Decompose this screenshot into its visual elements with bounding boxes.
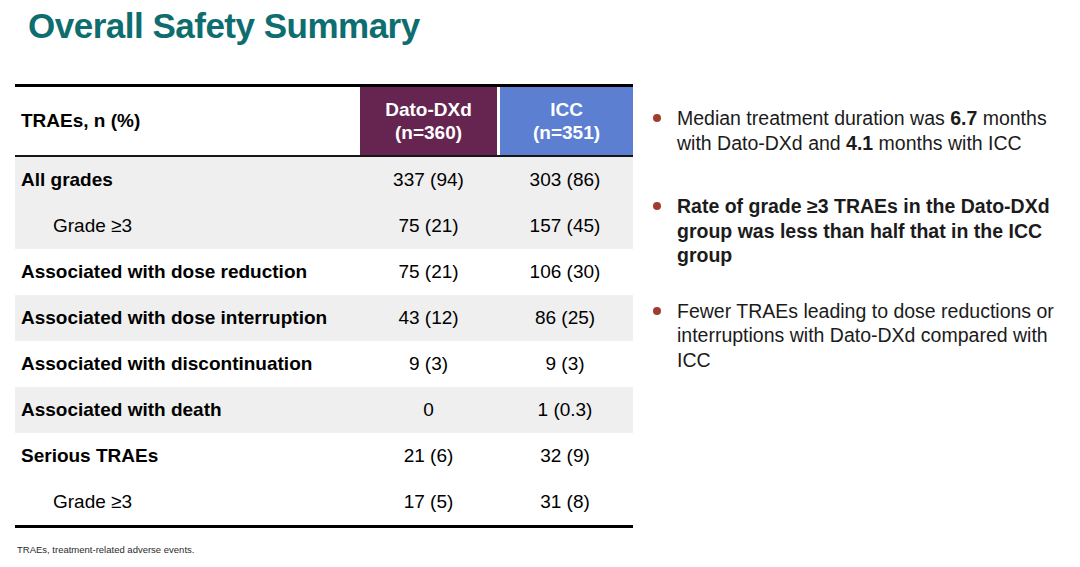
bullet-text-segment: months with ICC <box>873 132 1021 154</box>
bullet-treatment-duration: Median treatment duration was 6.7 months… <box>653 106 1059 155</box>
row-label: Associated with dose interruption <box>15 307 360 329</box>
table-header-icc: ICC (n=351) <box>500 87 633 155</box>
bullet-bold-value: 4.1 <box>846 132 873 154</box>
table-row-dose-interruption: Associated with dose interruption 43 (12… <box>15 295 633 341</box>
icc-header-line1: ICC <box>550 98 583 121</box>
dato-value: 21 (6) <box>360 445 497 467</box>
safety-summary-table: TRAEs, n (%) Dato-DXd (n=360) ICC (n=351… <box>15 84 633 528</box>
icc-header-line2: (n=351) <box>533 121 600 144</box>
icc-value: 9 (3) <box>497 353 633 375</box>
dato-value: 43 (12) <box>360 307 497 329</box>
row-label: Grade ≥3 <box>15 215 360 237</box>
icc-value: 31 (8) <box>497 491 633 513</box>
row-label: Associated with death <box>15 399 360 421</box>
row-label: Grade ≥3 <box>15 491 360 513</box>
icc-value: 86 (25) <box>497 307 633 329</box>
row-label: Associated with discontinuation <box>15 353 360 375</box>
row-label: Associated with dose reduction <box>15 261 360 283</box>
dato-value: 17 (5) <box>360 491 497 513</box>
slide: Overall Safety Summary TRAEs, n (%) Dato… <box>0 0 1080 567</box>
dato-value: 337 (94) <box>360 169 497 191</box>
row-label: Serious TRAEs <box>15 445 360 467</box>
table-row-serious-traes: Serious TRAEs 21 (6) 32 (9) <box>15 433 633 479</box>
icc-value: 157 (45) <box>497 215 633 237</box>
dato-header-line1: Dato-DXd <box>385 98 472 121</box>
dato-value: 75 (21) <box>360 215 497 237</box>
key-points-list: Median treatment duration was 6.7 months… <box>653 106 1059 372</box>
dato-value: 9 (3) <box>360 353 497 375</box>
dato-value: 0 <box>360 399 497 421</box>
bullet-icon <box>653 114 661 122</box>
dato-value: 75 (21) <box>360 261 497 283</box>
table-row-discontinuation: Associated with discontinuation 9 (3) 9 … <box>15 341 633 387</box>
icc-value: 303 (86) <box>497 169 633 191</box>
table-header-row: TRAEs, n (%) Dato-DXd (n=360) ICC (n=351… <box>15 87 633 157</box>
bullet-icon <box>653 202 661 210</box>
table-row-serious-grade3: Grade ≥3 17 (5) 31 (8) <box>15 479 633 525</box>
bullet-text: Rate of grade ≥3 TRAEs in the Dato-DXd g… <box>677 194 1059 268</box>
page-title: Overall Safety Summary <box>28 6 420 46</box>
table-header-dato-dxd: Dato-DXd (n=360) <box>360 87 497 155</box>
bullet-fewer-traes: Fewer TRAEs leading to dose reductions o… <box>653 299 1059 373</box>
bullet-bold-value: 6.7 <box>950 107 977 129</box>
bullet-text-segment: Median treatment duration was <box>677 107 950 129</box>
icc-value: 1 (0.3) <box>497 399 633 421</box>
icc-value: 32 (9) <box>497 445 633 467</box>
bullet-text: Median treatment duration was 6.7 months… <box>677 106 1059 155</box>
table-row-all-grades: All grades 337 (94) 303 (86) <box>15 157 633 203</box>
table-row-death: Associated with death 0 1 (0.3) <box>15 387 633 433</box>
table-row-dose-reduction: Associated with dose reduction 75 (21) 1… <box>15 249 633 295</box>
bullet-text: Fewer TRAEs leading to dose reductions o… <box>677 299 1059 373</box>
bullet-grade3-rate: Rate of grade ≥3 TRAEs in the Dato-DXd g… <box>653 194 1059 268</box>
footnote: TRAEs, treatment-related adverse events. <box>17 544 194 555</box>
icc-value: 106 (30) <box>497 261 633 283</box>
table-row-all-grades-grade3: Grade ≥3 75 (21) 157 (45) <box>15 203 633 249</box>
dato-header-line2: (n=360) <box>395 121 462 144</box>
bullet-icon <box>653 307 661 315</box>
row-label: All grades <box>15 169 360 191</box>
table-header-traes: TRAEs, n (%) <box>15 87 360 155</box>
